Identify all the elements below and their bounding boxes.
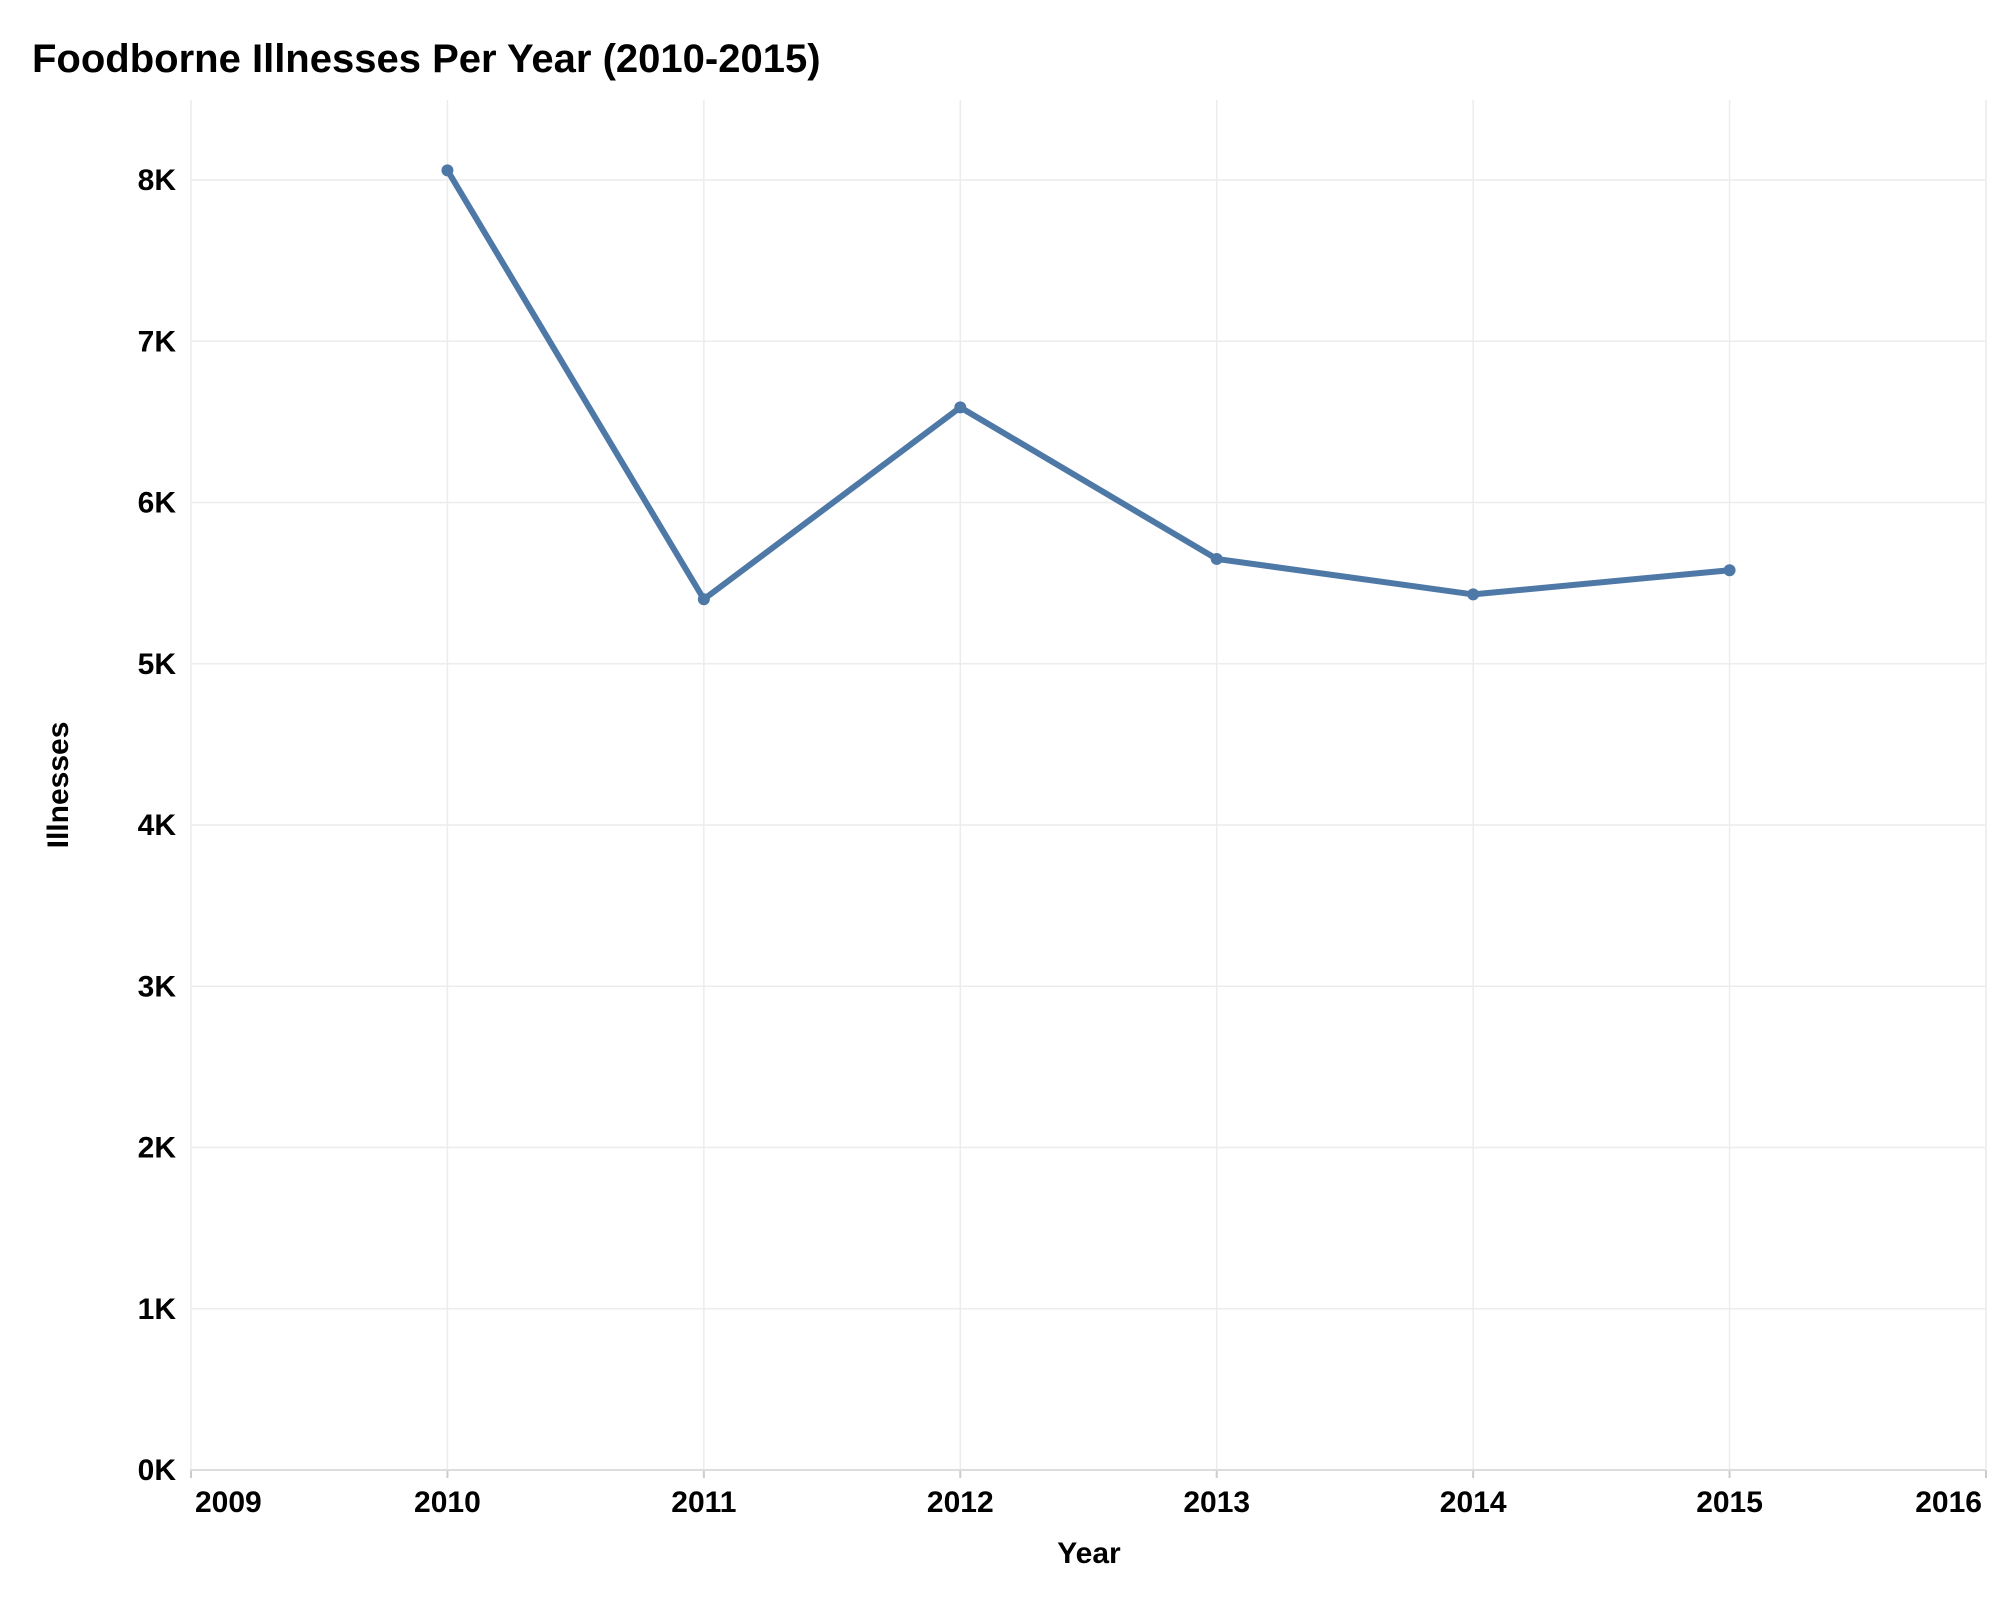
data-point	[954, 401, 967, 414]
y-tick-label: 3K	[138, 970, 177, 1003]
y-tick-label: 5K	[138, 648, 177, 681]
data-point	[1210, 552, 1223, 565]
y-axis-title: Illnesses	[42, 722, 75, 849]
data-point	[697, 593, 710, 606]
y-tick-label: 8K	[138, 164, 177, 197]
x-axis-ticks: 2009 2010 2011 2012 2013 2014 2015 2016	[195, 1486, 1982, 1519]
x-tick-label: 2013	[1183, 1486, 1250, 1519]
series-layer	[441, 164, 1736, 606]
y-tick-label: 4K	[138, 809, 177, 842]
x-tick-label: 2012	[927, 1486, 994, 1519]
series-line	[444, 167, 1733, 603]
y-tick-label: 0K	[138, 1454, 177, 1487]
y-tick-label: 6K	[138, 487, 177, 520]
axes	[190, 1469, 1987, 1478]
x-tick-label: 2014	[1440, 1486, 1507, 1519]
data-point	[441, 164, 454, 177]
x-tick-label: 2010	[414, 1486, 481, 1519]
data-point	[1467, 588, 1480, 601]
y-tick-label: 2K	[138, 1132, 177, 1165]
x-axis-title: Year	[1057, 1537, 1121, 1570]
grid	[190, 100, 1987, 1471]
chart-title: Foodborne Illnesses Per Year (2010-2015)	[32, 37, 821, 81]
x-tick-label: 2015	[1696, 1486, 1763, 1519]
x-tick-label: 2016	[1915, 1486, 1982, 1519]
y-tick-label: 1K	[138, 1293, 177, 1326]
y-tick-label: 7K	[138, 325, 177, 358]
x-tick-label: 2009	[195, 1486, 262, 1519]
x-tick-label: 2011	[671, 1486, 736, 1519]
y-axis-ticks: 0K 1K 2K 3K 4K 5K 6K 7K 8K	[138, 164, 177, 1487]
data-point	[1723, 564, 1736, 577]
